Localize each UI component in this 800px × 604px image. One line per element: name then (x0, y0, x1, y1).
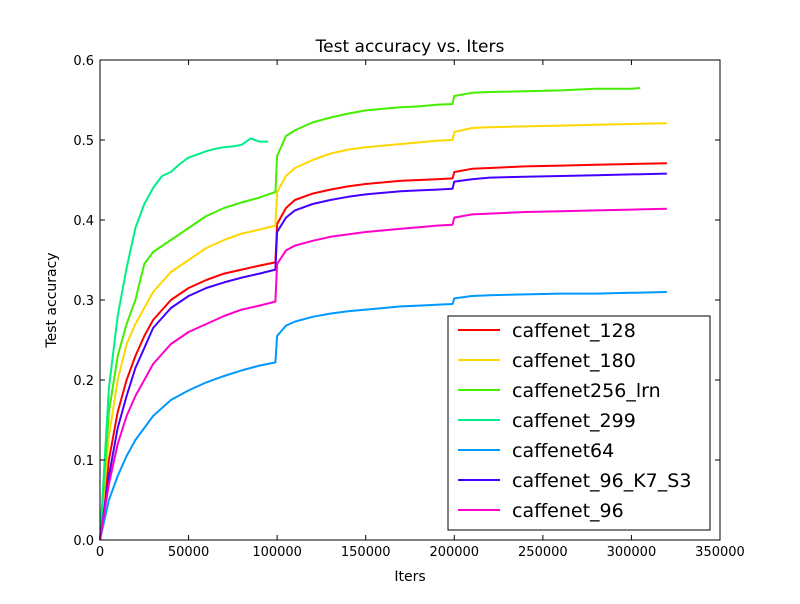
y-tick-label: 0.3 (73, 294, 94, 309)
legend-label: caffenet_128 (512, 320, 636, 342)
x-tick-label: 300000 (607, 545, 657, 560)
legend-label: caffenet_299 (512, 410, 636, 432)
ticks-layer: 0 50000 100000 150000 200000 250000 300000 3500… (73, 54, 745, 560)
y-tick-label: 0.2 (73, 374, 94, 389)
x-tick-label: 100000 (252, 545, 302, 560)
series-line-caffenet-299 (99, 137, 269, 541)
x-tick-label: 250000 (518, 545, 568, 560)
legend-items: caffenet_128 caffenet_180 caffenet256_lrnc… (458, 320, 691, 522)
x-tick-label: 150000 (341, 545, 391, 560)
legend-label: caffenet64 (512, 440, 614, 462)
series-line-caffenet256-lrn (99, 87, 641, 541)
legend-box (447, 315, 711, 531)
y-tick-label: 0.6 (73, 54, 94, 69)
y-tick-label: 0.5 (73, 134, 94, 149)
legend-label: caffenet_96_K7_S3 (512, 470, 691, 492)
legend-label: caffenet_96 (512, 500, 624, 522)
series-line-caffenet-180 (99, 122, 667, 541)
legend-label: caffenet256_lrn (512, 380, 661, 402)
series-line-caffenet-96 (99, 207, 667, 541)
y-tick-label: 0.0 (73, 534, 94, 549)
x-axis-label: Iters (394, 569, 425, 585)
x-tick-label: 200000 (429, 545, 479, 560)
legend: caffenet_128 caffenet_180 caffenet256_lrnc… (447, 315, 711, 531)
y-tick-label: 0.1 (73, 454, 94, 469)
x-tick-label: 0 (96, 545, 104, 560)
plot-frame (99, 59, 721, 541)
series-line-caffenet-128 (99, 162, 667, 541)
x-tick-label: 350000 (695, 545, 745, 560)
chart-title: Test accuracy vs. Iters (315, 37, 505, 57)
legend-label: caffenet_180 (512, 350, 636, 372)
y-axis-label: Test accuracy (44, 252, 60, 348)
x-tick-label: 50000 (168, 545, 209, 560)
y-tick-label: 0.4 (73, 214, 94, 229)
series-line-caffenet-96-k7-s3 (99, 172, 667, 541)
series-line-caffenet64 (99, 291, 667, 541)
series-layer (99, 87, 667, 541)
